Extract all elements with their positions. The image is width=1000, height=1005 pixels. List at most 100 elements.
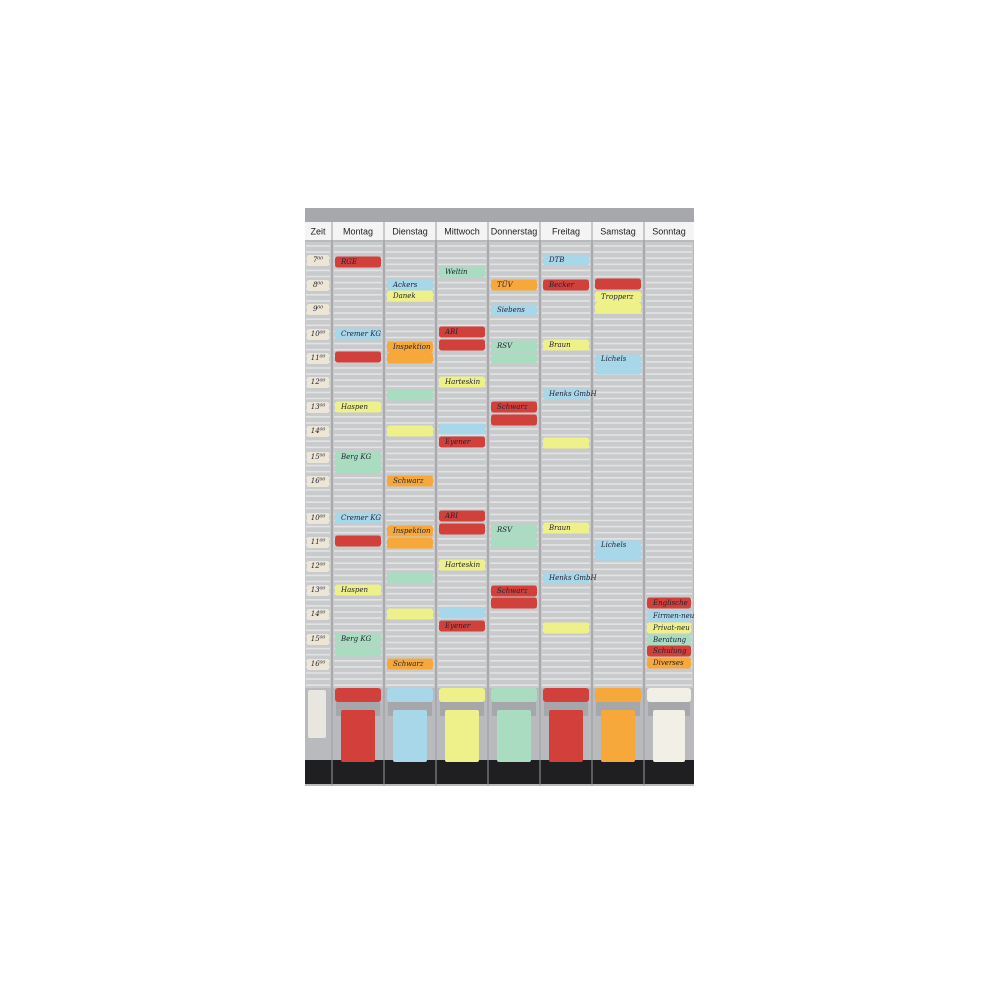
planning-card	[491, 524, 537, 536]
planning-card	[387, 290, 433, 302]
planning-card	[335, 401, 381, 413]
planning-card	[439, 376, 485, 388]
planning-card	[647, 610, 691, 622]
card-label: DTB	[548, 256, 564, 264]
card-label: ABI	[444, 328, 458, 336]
time-card	[307, 634, 329, 645]
card-label: Beratung	[652, 636, 687, 644]
dispenser-top	[387, 688, 433, 702]
card-label: Tropperz	[601, 293, 634, 301]
dispenser-stack	[601, 710, 635, 762]
dispenser	[308, 690, 326, 738]
time-label: 11⁰⁰	[311, 354, 326, 362]
time-label: 12⁰⁰	[311, 378, 326, 386]
card-label: Schulung	[653, 647, 687, 655]
planning-card	[647, 634, 691, 646]
card-label: Schwarz	[497, 587, 528, 595]
planning-card	[543, 522, 589, 534]
card-label: Eyener	[444, 622, 471, 630]
column-header: Zeit	[310, 226, 326, 236]
planning-card	[595, 278, 641, 290]
card-label: Schwarz	[497, 403, 528, 411]
time-label: 10⁰⁰	[311, 514, 326, 522]
dispenser-stack	[497, 710, 531, 762]
time-card	[307, 255, 329, 266]
card-label: RSV	[496, 342, 513, 350]
card-label: Henks GmbH	[548, 574, 598, 582]
header-strip	[305, 222, 694, 240]
time-label: 11⁰⁰	[311, 538, 326, 546]
planning-card	[387, 341, 433, 353]
column-header: Montag	[343, 226, 373, 236]
planning-card	[543, 572, 589, 584]
dispenser-top	[335, 688, 381, 702]
planning-card	[387, 352, 433, 364]
card-label: Henks GmbH	[548, 390, 598, 398]
time-card	[307, 561, 329, 572]
dispenser-top	[595, 688, 641, 702]
time-card	[307, 402, 329, 413]
dispenser-top	[543, 688, 589, 702]
time-label: 15⁰⁰	[311, 453, 326, 461]
planning-card	[491, 414, 537, 426]
dispenser-top	[491, 688, 537, 702]
card-label: Braun	[548, 524, 571, 532]
planning-card	[335, 535, 381, 547]
planning-card	[543, 279, 589, 291]
planning-card	[387, 279, 433, 291]
planning-card	[543, 437, 589, 449]
planning-card	[647, 622, 691, 634]
time-card	[307, 513, 329, 524]
card-label: Siebens	[497, 306, 525, 314]
planning-card	[439, 266, 485, 278]
card-label: Cremer KG	[341, 330, 381, 338]
planning-card	[335, 584, 381, 596]
card-label: Firmen-neu	[652, 612, 695, 620]
planning-card	[439, 607, 485, 619]
planning-card	[543, 254, 589, 266]
planning-card	[387, 475, 433, 487]
time-card	[307, 280, 329, 291]
time-label: 16⁰⁰	[311, 660, 326, 668]
card-label: Inspektion	[392, 343, 431, 351]
time-label: 13⁰⁰	[311, 403, 326, 411]
planning-card	[439, 620, 485, 632]
time-card	[307, 304, 329, 315]
column-header: Mittwoch	[444, 226, 480, 236]
card-label: Englische	[652, 599, 688, 607]
time-card	[307, 452, 329, 463]
column-header: Freitag	[552, 226, 580, 236]
card-label: Braun	[548, 341, 571, 349]
bottom-rail	[305, 760, 694, 784]
time-label: 7⁰⁰	[313, 256, 323, 264]
planning-card	[491, 340, 537, 352]
column-header: Donnerstag	[491, 226, 538, 236]
planning-card	[439, 339, 485, 351]
planning-card	[439, 436, 485, 448]
planning-card	[335, 328, 381, 340]
time-label: 9⁰⁰	[313, 305, 323, 313]
time-label: 12⁰⁰	[311, 562, 326, 570]
card-label: Lichels	[600, 541, 627, 549]
planning-card	[543, 339, 589, 351]
dispenser-stack	[653, 710, 685, 762]
planning-card	[335, 256, 381, 268]
planning-card	[387, 537, 433, 549]
time-card	[307, 377, 329, 388]
planning-card	[387, 658, 433, 670]
time-label: 16⁰⁰	[311, 477, 326, 485]
card-label: Berg KG	[340, 453, 372, 461]
planning-card	[491, 585, 537, 597]
card-label: ABI	[444, 512, 458, 520]
time-label: 15⁰⁰	[311, 635, 326, 643]
dispenser-top	[647, 688, 691, 702]
planning-card	[335, 351, 381, 363]
planning-card	[491, 401, 537, 413]
planning-card	[439, 326, 485, 338]
time-card	[307, 426, 329, 437]
dispenser-stack	[393, 710, 427, 762]
dispenser-stack	[445, 710, 479, 762]
planning-card	[335, 633, 381, 645]
planning-card	[595, 540, 641, 561]
time-card	[307, 659, 329, 670]
